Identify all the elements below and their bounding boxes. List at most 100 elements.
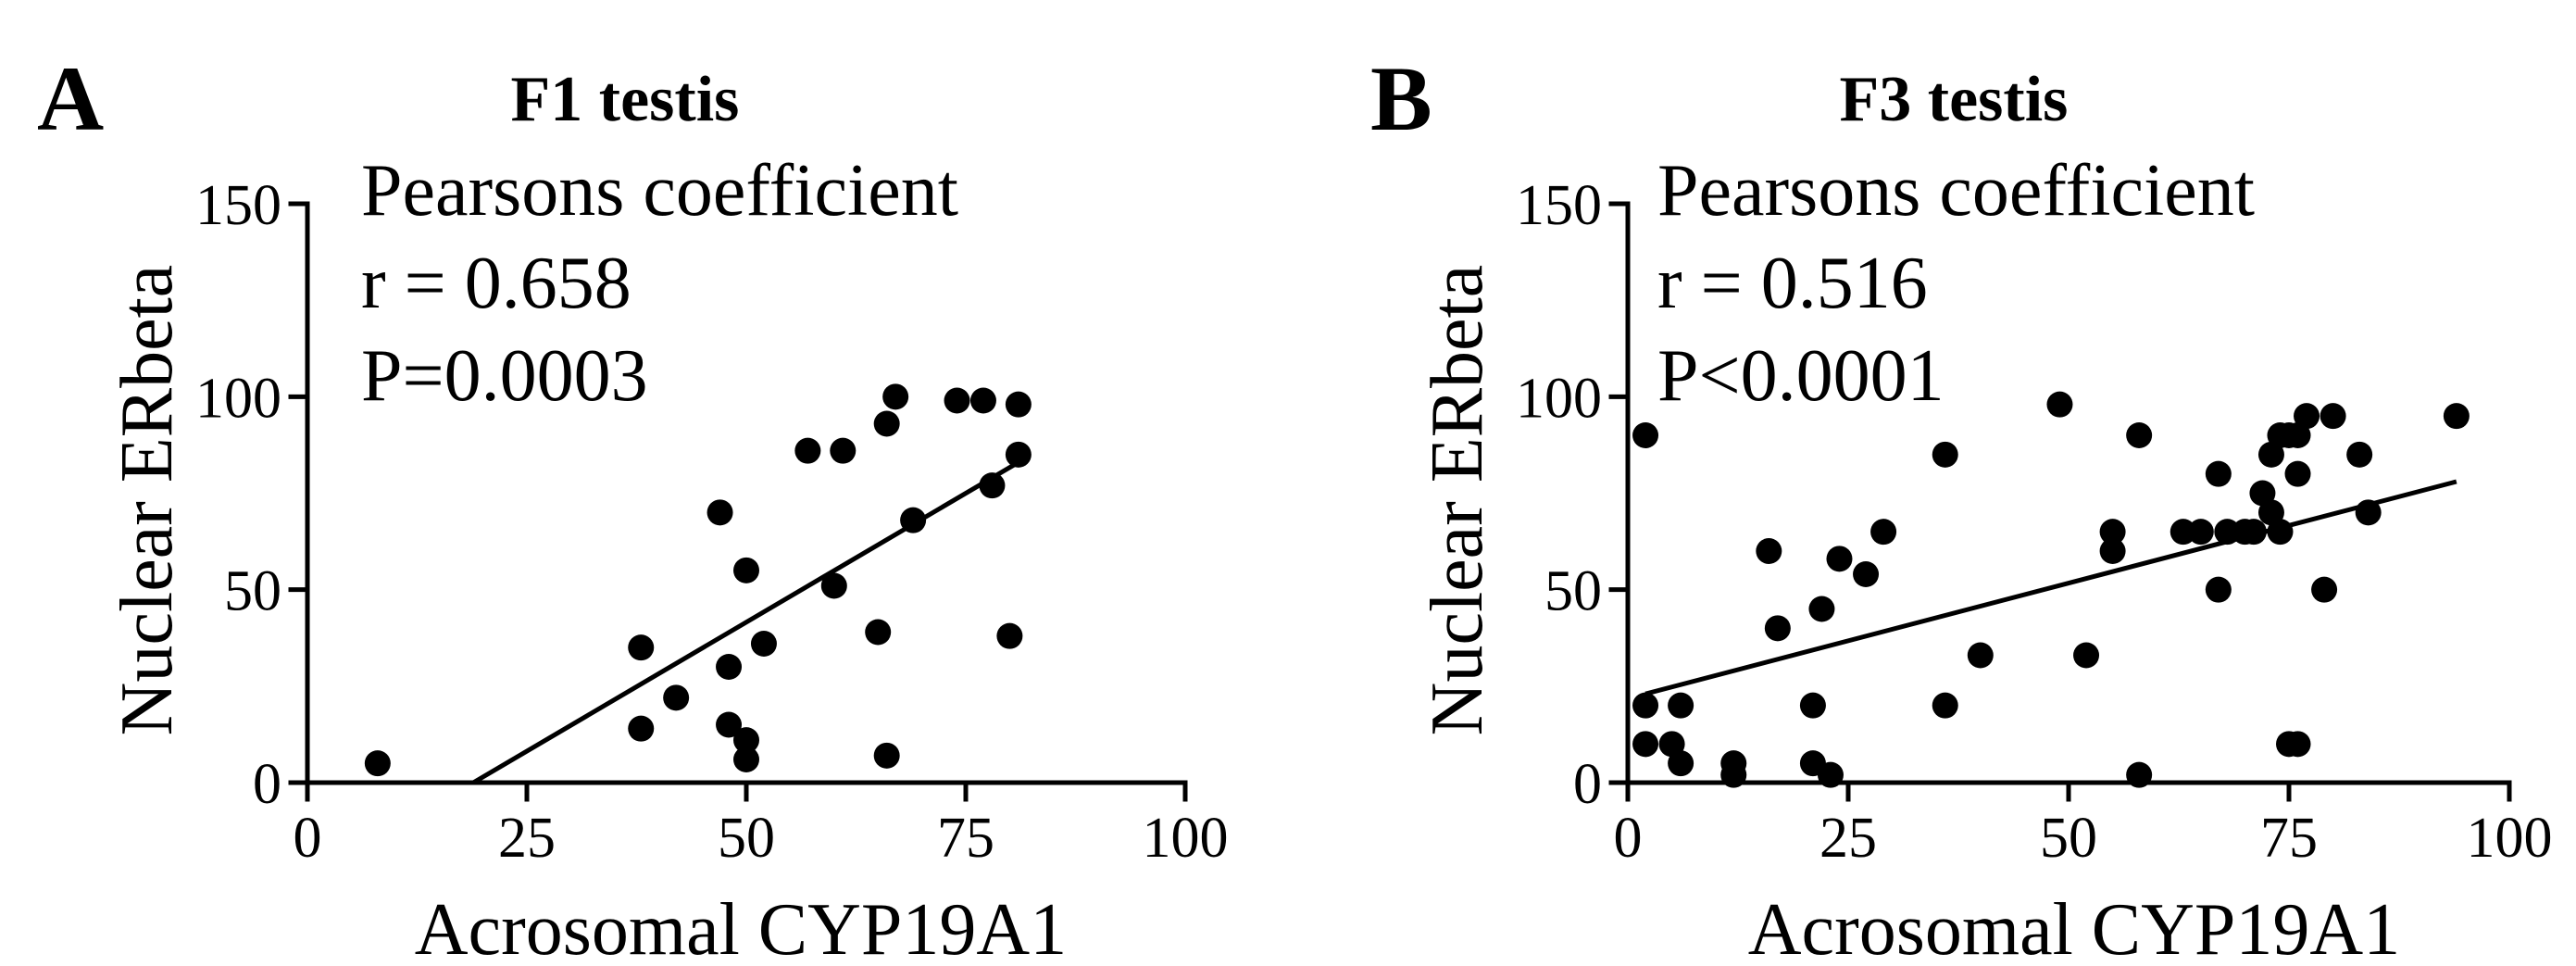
y-tick-label: 50 — [1544, 560, 1602, 623]
data-point — [1932, 441, 1958, 468]
data-point — [1870, 519, 1897, 546]
y-tick-label: 100 — [195, 367, 281, 430]
x-tick-label: 100 — [2467, 807, 2553, 870]
x-tick-label: 0 — [294, 807, 322, 870]
data-point — [716, 711, 743, 738]
data-point — [1668, 692, 1694, 719]
data-point — [2294, 403, 2320, 430]
data-point — [733, 746, 759, 772]
x-tick-label: 25 — [498, 807, 556, 870]
data-point — [2249, 480, 2276, 507]
data-point — [900, 507, 927, 533]
x-axis-label: Acrosomal CYP19A1 — [1748, 889, 2400, 966]
data-point — [1967, 642, 1994, 669]
x-axis-label: Acrosomal CYP19A1 — [415, 889, 1067, 966]
data-point — [882, 383, 909, 410]
data-point — [1756, 538, 1782, 564]
stat-line-1: Pearsons coefficient — [361, 150, 958, 232]
data-point — [1005, 391, 1032, 418]
data-point — [2205, 576, 2232, 603]
chart-title: F1 testis — [511, 64, 740, 135]
data-point — [2046, 391, 2073, 418]
data-point — [2320, 403, 2346, 430]
data-point — [2126, 761, 2153, 788]
regression-line — [471, 460, 1020, 785]
regression-line-group — [1644, 479, 2457, 696]
regression-line-group — [471, 460, 1020, 785]
y-tick-label: 0 — [1573, 753, 1602, 816]
data-point — [2073, 642, 2100, 669]
x-tick-label: 75 — [2260, 807, 2318, 870]
data-point — [1853, 561, 1880, 587]
data-point — [2443, 403, 2470, 430]
data-point — [1632, 422, 1659, 448]
data-points — [1632, 391, 2470, 788]
data-point — [2346, 441, 2373, 468]
y-tick-label: 0 — [253, 753, 281, 816]
y-tick-label: 150 — [1516, 174, 1602, 237]
x-tick-label: 25 — [1819, 807, 1877, 870]
stat-line-1: Pearsons coefficient — [1657, 150, 2255, 232]
data-point — [996, 622, 1023, 649]
data-point — [1817, 761, 1844, 788]
data-point — [1764, 615, 1791, 642]
panel-label: A — [37, 47, 104, 150]
data-point — [628, 634, 655, 661]
axes: 0 25 50 75 100 0 50 100 150 — [1516, 174, 2553, 870]
data-point — [820, 572, 847, 599]
data-point — [2267, 519, 2294, 546]
data-point — [707, 499, 733, 526]
data-point — [628, 715, 655, 742]
data-point — [873, 410, 900, 437]
data-points — [364, 383, 1032, 777]
x-tick-label: 0 — [1614, 807, 1643, 870]
data-point — [2126, 422, 2153, 448]
data-point — [2284, 731, 2311, 758]
data-point — [1632, 692, 1659, 719]
data-point — [364, 750, 391, 777]
data-point — [1005, 441, 1032, 468]
y-tick-label: 100 — [1516, 367, 1602, 430]
y-axis-label: Nuclear ERbeta — [106, 265, 188, 736]
data-point — [716, 654, 743, 680]
x-tick-label: 50 — [2040, 807, 2097, 870]
data-point — [944, 387, 970, 414]
x-tick-label: 75 — [937, 807, 994, 870]
data-point — [1799, 692, 1826, 719]
data-point — [2284, 460, 2311, 487]
x-tick-label: 50 — [718, 807, 775, 870]
data-point — [865, 619, 892, 646]
data-point — [1932, 692, 1958, 719]
data-point — [1720, 761, 1747, 788]
y-tick-label: 50 — [224, 560, 281, 623]
data-point — [1632, 731, 1659, 758]
data-point — [1826, 546, 1853, 572]
data-point — [2205, 460, 2232, 487]
data-point — [2257, 499, 2284, 526]
stat-line-3: P=0.0003 — [361, 335, 648, 417]
data-point — [969, 387, 996, 414]
data-point — [2099, 519, 2126, 546]
data-point — [2240, 519, 2267, 546]
panel-label: B — [1370, 47, 1432, 150]
data-point — [1658, 731, 1685, 758]
data-point — [2187, 519, 2214, 546]
data-point — [979, 472, 1006, 499]
data-point — [663, 684, 690, 711]
panel-a: A F1 testis Pearsons coefficient r = 0.6… — [37, 47, 1229, 966]
data-point — [2355, 499, 2382, 526]
data-point — [2311, 576, 2338, 603]
y-tick-label: 150 — [195, 174, 281, 237]
data-point — [733, 727, 759, 754]
data-point — [873, 742, 900, 769]
chart-title: F3 testis — [1840, 64, 2069, 135]
data-point — [2099, 538, 2126, 564]
axes: 0 25 50 75 100 0 50 100 150 — [195, 174, 1229, 870]
panel-b: B F3 testis Pearsons coefficient r = 0.5… — [1370, 47, 2553, 966]
data-point — [2284, 422, 2311, 448]
data-point — [750, 631, 777, 657]
data-point — [2257, 441, 2284, 468]
stat-line-2: r = 0.516 — [1657, 243, 1928, 324]
data-point — [1668, 750, 1694, 777]
